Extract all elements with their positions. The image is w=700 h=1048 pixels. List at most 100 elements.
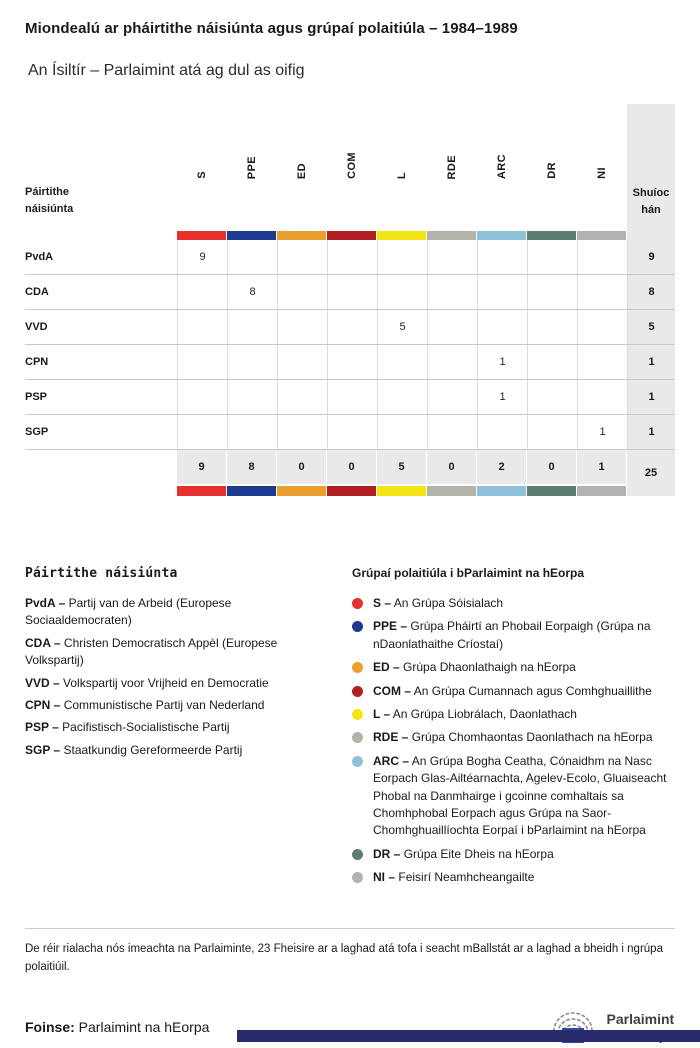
group-abbr: RDE – <box>373 730 409 745</box>
group-color-bar <box>227 231 277 240</box>
seats-value: 1 <box>627 345 675 379</box>
cell-value <box>177 275 227 309</box>
group-full-name: Feisirí Neamhcheangailte <box>398 870 535 885</box>
group-color-bar <box>227 486 277 496</box>
cell-value <box>227 310 277 344</box>
page-subtitle: An Ísiltír – Parlaimint atá ag dul as oi… <box>28 62 305 79</box>
group-color-bar <box>327 486 377 496</box>
total-seats: 25 <box>627 450 675 496</box>
table-row: PvdA 9 9 <box>25 240 675 275</box>
group-legend-text: COM – An Grúpa Cumannach agus Comhghuail… <box>373 683 652 700</box>
table-row: CDA 8 8 <box>25 275 675 310</box>
group-legend-text: DR – Grúpa Eite Dheis na hEorpa <box>373 846 554 863</box>
group-full-name: Grúpa Chomhaontas Daonlathach na hEorpa <box>411 730 653 745</box>
total-value: 8 <box>227 450 277 484</box>
group-legend-item: RDE – Grúpa Chomhaontas Daonlathach na h… <box>352 729 675 746</box>
party-legend-item: PSP – Pacifistisch-Socialistische Partij <box>25 719 330 736</box>
group-full-name: An Grúpa Cumannach agus Comhghuaillithe <box>413 683 652 698</box>
total-value: 0 <box>427 450 477 484</box>
group-legend-text: L – An Grúpa Liobrálach, Daonlathach <box>373 706 577 723</box>
source-text: Parlaimint na hEorpa <box>78 1018 210 1035</box>
group-full-name: Grúpa Pháirtí an Phobail Eorpaigh (Grúpa… <box>373 619 651 651</box>
party-abbr: VVD – <box>25 675 60 690</box>
cell-value <box>477 240 527 274</box>
group-legend-item: ED – Grúpa Dhaonlathaigh na hEorpa <box>352 659 675 676</box>
column-header-com: COM <box>327 104 377 231</box>
cell-value <box>227 345 277 379</box>
cell-value <box>577 310 627 344</box>
group-color-bar <box>527 231 577 240</box>
cell-value <box>577 240 627 274</box>
group-color-dot <box>352 732 363 744</box>
total-value: 0 <box>527 450 577 484</box>
cell-value <box>327 310 377 344</box>
table-row: SGP 1 1 <box>25 415 675 450</box>
total-cell: 1 <box>577 450 627 496</box>
party-full-name: Staatkundig Gereformeerde Partij <box>63 742 243 757</box>
group-color-bar <box>277 486 327 496</box>
party-legend-item: SGP – Staatkundig Gereformeerde Partij <box>25 742 330 759</box>
column-header-label: RDE <box>446 154 458 179</box>
cell-value <box>527 275 577 309</box>
total-value: 1 <box>577 450 627 484</box>
group-abbr: PPE – <box>373 619 408 634</box>
total-cell: 0 <box>327 450 377 496</box>
group-color-bar <box>527 486 577 496</box>
party-full-name: Pacifistisch-Socialistische Partij <box>62 720 230 735</box>
cell-value <box>577 275 627 309</box>
cell-value <box>327 345 377 379</box>
party-name: CPN <box>25 356 49 368</box>
group-color-dot <box>352 685 363 697</box>
group-legend-text: S – An Grúpa Sóisialach <box>373 595 503 612</box>
group-color-bar <box>427 231 477 240</box>
ep-logo-line1: Parlaimint <box>606 1010 675 1027</box>
group-color-bar <box>177 231 227 240</box>
table-row: CPN 1 1 <box>25 345 675 380</box>
cell-value <box>177 310 227 344</box>
total-cell: 5 <box>377 450 427 496</box>
party-abbr: PSP – <box>25 720 59 735</box>
party-legend-item: PvdA – Partij van de Arbeid (Europese So… <box>25 595 330 630</box>
column-header-label: S <box>196 171 208 179</box>
column-header-label: ED <box>296 162 308 179</box>
cell-value <box>477 310 527 344</box>
total-value: 0 <box>277 450 327 484</box>
column-header-label: L <box>396 171 408 179</box>
group-full-name: An Grúpa Sóisialach <box>393 596 504 610</box>
cell-value <box>477 275 527 309</box>
group-full-name: Grúpa Dhaonlathaigh na hEorpa <box>403 660 576 675</box>
row-header-label: Páirtithe náisiúnta <box>25 185 74 216</box>
cell-value <box>427 275 477 309</box>
total-value: 5 <box>377 450 427 484</box>
cell-value <box>227 240 277 274</box>
group-full-name: An Grúpa Bogha Ceatha, Cónaidhm na Nasc … <box>373 753 667 838</box>
seats-value: 9 <box>627 240 675 274</box>
group-legend-item: ARC – An Grúpa Bogha Ceatha, Cónaidhm na… <box>352 753 675 840</box>
cell-value <box>377 240 427 274</box>
total-cell: 8 <box>227 450 277 496</box>
cell-value <box>527 345 577 379</box>
group-color-bar <box>177 486 227 496</box>
cell-value <box>577 345 627 379</box>
cell-value <box>427 310 477 344</box>
cell-value <box>227 415 277 449</box>
seats-column-header: Shuíochán <box>627 104 675 231</box>
cell-value <box>377 345 427 379</box>
total-cell: 0 <box>277 450 327 496</box>
cell-value <box>177 380 227 414</box>
party-legend: Páirtithe náisiúnta PvdA – Partij van de… <box>25 566 330 892</box>
total-cell: 0 <box>527 450 577 496</box>
total-value: 9 <box>177 450 227 484</box>
cell-value: 5 <box>377 310 427 344</box>
bottom-accent-bar <box>237 1030 700 1042</box>
cell-value <box>177 415 227 449</box>
cell-value <box>427 415 477 449</box>
group-legend-item: PPE – Grúpa Pháirtí an Phobail Eorpaigh … <box>352 618 675 653</box>
spacer-cell <box>25 231 177 240</box>
group-legend-text: PPE – Grúpa Pháirtí an Phobail Eorpaigh … <box>373 618 675 653</box>
total-cell: 9 <box>177 450 227 496</box>
cell-value <box>227 380 277 414</box>
seats-value: 1 <box>627 380 675 414</box>
total-value: 0 <box>327 450 377 484</box>
